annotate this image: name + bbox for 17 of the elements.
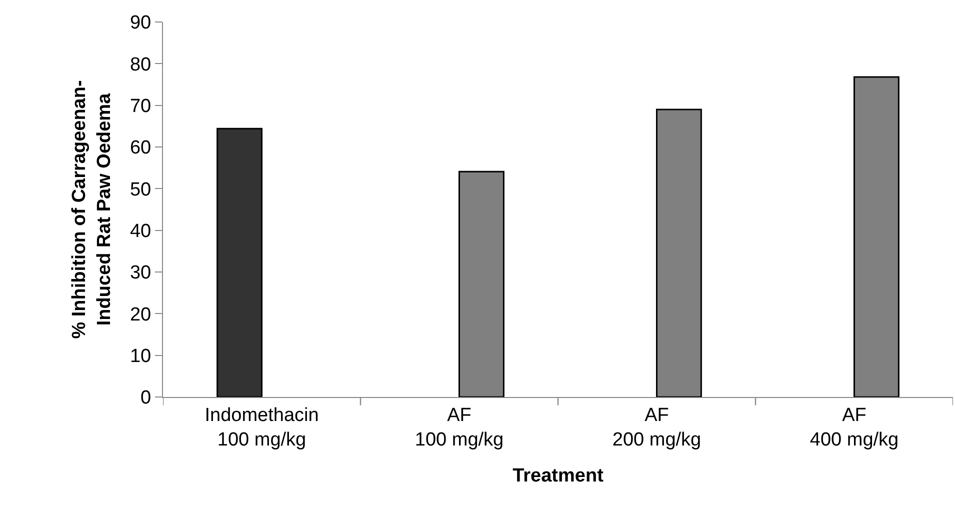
y-tick-label: 90 — [130, 12, 152, 34]
y-tick-label: 80 — [130, 54, 152, 76]
x-tick-label: AF 400 mg/kg — [810, 404, 899, 451]
x-tick-label: Indomethacin 100 mg/kg — [204, 404, 319, 451]
y-tick-label: 70 — [130, 96, 152, 117]
y-tick-label: 60 — [130, 138, 152, 159]
y-axis-title: % Inhibition of Carrageenan- Induced Rat Paw Oedema — [69, 80, 115, 339]
y-tick-label: 50 — [130, 179, 152, 200]
y-tick-label: 10 — [130, 346, 152, 367]
x-tick-label: AF 200 mg/kg — [612, 404, 702, 451]
y-tick-label: 40 — [130, 220, 152, 242]
x-tick-label: AF 100 mg/kg — [414, 404, 504, 451]
x-axis-title: Treatment — [512, 465, 604, 486]
y-tick-label: 30 — [130, 262, 152, 284]
bar — [216, 128, 262, 397]
y-tick-label: 0 — [140, 388, 152, 409]
y-tick-label: 20 — [130, 304, 152, 326]
